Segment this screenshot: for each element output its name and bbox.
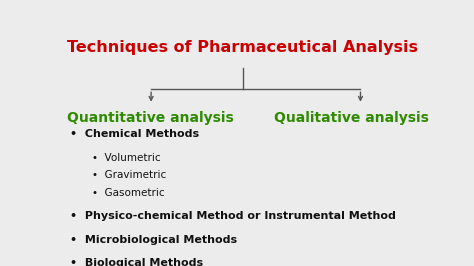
Text: Techniques of Pharmaceutical Analysis: Techniques of Pharmaceutical Analysis (67, 40, 419, 55)
Text: •  Chemical Methods: • Chemical Methods (70, 129, 200, 139)
Text: •  Biological Methods: • Biological Methods (70, 258, 203, 266)
Text: •  Physico-chemical Method or Instrumental Method: • Physico-chemical Method or Instrumenta… (70, 211, 396, 221)
Text: •  Microbiological Methods: • Microbiological Methods (70, 235, 237, 245)
Text: Quantitative analysis: Quantitative analysis (66, 111, 233, 125)
Text: •  Volumetric: • Volumetric (92, 153, 161, 163)
Text: •  Gravimetric: • Gravimetric (92, 170, 166, 180)
Text: •  Gasometric: • Gasometric (92, 188, 165, 198)
Text: Qualitative analysis: Qualitative analysis (274, 111, 429, 125)
